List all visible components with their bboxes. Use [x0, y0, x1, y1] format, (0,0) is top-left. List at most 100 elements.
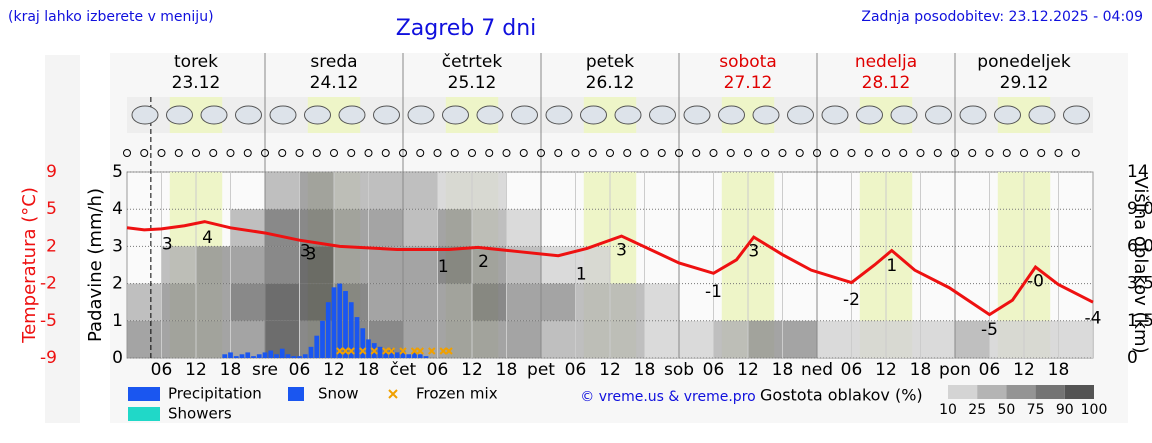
cloud-cell	[265, 246, 300, 284]
cloud-cell	[472, 283, 507, 321]
legend-swatch	[128, 407, 160, 421]
wind-marker	[1020, 149, 1028, 157]
cloud-cell	[299, 172, 334, 210]
wind-marker	[502, 149, 511, 157]
temperature-tick-label: 9	[46, 162, 57, 182]
x-tick-label: 18	[1048, 360, 1070, 380]
wind-marker	[140, 149, 149, 157]
cloud-cell	[575, 320, 610, 358]
temperature-tick-label: 5	[46, 199, 57, 219]
cloud-cell	[610, 320, 645, 358]
weather-icon	[235, 105, 262, 125]
cloud-density-title: Gostota oblakov (%)	[760, 386, 923, 405]
wind-marker	[399, 149, 407, 157]
precipitation-bar	[406, 354, 412, 358]
precipitation-bar	[297, 356, 302, 358]
cloud-cell	[575, 283, 610, 321]
updated: Zadnja posodobitev: 23.12.2025 - 04:09	[861, 9, 1143, 25]
weather-icon	[580, 105, 607, 125]
wind-marker	[623, 149, 632, 157]
weather-icon	[407, 105, 435, 125]
weather-icon	[442, 105, 469, 125]
cloud-cell	[610, 283, 645, 321]
wind-marker	[916, 149, 925, 157]
x-tick-label: 12	[875, 360, 897, 380]
wind-marker	[571, 149, 580, 157]
frozen-mix-marker	[341, 347, 350, 355]
precipitation-bar	[279, 348, 285, 358]
day-date: 26.12	[586, 73, 635, 93]
wind-marker	[761, 149, 770, 157]
temperature-label: -5	[981, 320, 998, 340]
wind-marker	[450, 149, 459, 157]
cloud-cell	[196, 283, 231, 321]
wind-marker	[847, 149, 856, 157]
temperature-label: 3	[748, 242, 759, 262]
density-swatch	[948, 385, 978, 399]
cloud-cell	[437, 283, 472, 321]
legend-label: Snow	[318, 385, 358, 403]
precipitation-bar	[400, 350, 406, 358]
day-name: sobota	[719, 52, 777, 72]
wind-marker	[330, 149, 338, 157]
cloud-cell	[127, 320, 162, 358]
wind-marker	[347, 149, 356, 157]
temperature-label: -1	[705, 282, 722, 302]
precipitation-bar	[222, 354, 228, 358]
cloud-cell	[575, 246, 610, 284]
x-tick-label: 12	[323, 360, 345, 380]
y-axis-title: Padavine (mm/h)	[85, 188, 106, 342]
wind-marker	[778, 149, 787, 157]
wind-marker	[312, 149, 321, 157]
frozen-mix-marker	[399, 347, 407, 355]
x-tick-label: ned	[801, 360, 833, 380]
y-tick-label: 4	[112, 199, 123, 219]
density-scale-label: 10	[939, 402, 957, 418]
weather-icon	[890, 105, 918, 125]
wind-marker	[744, 149, 752, 157]
x-tick-label: 18	[220, 360, 242, 380]
day-date: 29.12	[1000, 73, 1049, 93]
cloud-cell	[127, 283, 162, 321]
precipitation-bar	[245, 352, 251, 358]
cloud-cell	[403, 283, 438, 321]
weather-icon	[269, 105, 297, 125]
cloud-cell	[644, 283, 679, 321]
cloud-cell	[299, 246, 334, 284]
frozen-mix-marker	[382, 347, 390, 355]
weather-icon	[1028, 105, 1056, 125]
frozen-mix-marker	[428, 347, 436, 355]
x-tick-label: pon	[939, 360, 971, 380]
cloud-cell	[886, 320, 921, 358]
density-scale-label: 100	[1081, 402, 1108, 418]
temperature-label: -2	[843, 290, 860, 310]
cloud-cell	[265, 283, 300, 321]
weather-icon	[614, 105, 642, 125]
wind-marker	[882, 149, 890, 157]
wind-marker	[933, 149, 942, 157]
cloud-cell	[368, 246, 403, 284]
x-tick-label: pet	[527, 360, 555, 380]
wind-marker	[795, 149, 804, 157]
temperature-label: 1	[576, 264, 587, 284]
weather-icon	[166, 105, 193, 125]
temperature-label: -4	[1085, 309, 1102, 329]
y-tick-label: 5	[112, 162, 123, 182]
precipitation-bar	[348, 302, 354, 358]
cloud-cell	[1024, 320, 1059, 358]
wind-marker	[692, 149, 701, 157]
legend-label: Showers	[168, 405, 232, 423]
wind-marker	[261, 149, 269, 157]
wind-marker	[468, 149, 476, 157]
wind-marker	[830, 149, 839, 157]
wind-marker	[226, 149, 235, 157]
frozen-mix-marker	[359, 347, 367, 355]
precipitation-bar	[268, 350, 274, 358]
temperature-label: 4	[202, 228, 213, 248]
day-date: 24.12	[310, 73, 359, 93]
density-swatch	[1006, 385, 1036, 399]
wind-marker	[640, 149, 649, 157]
wind-marker	[243, 149, 252, 157]
day-name: sreda	[310, 52, 357, 72]
cloud-cell	[679, 320, 714, 358]
